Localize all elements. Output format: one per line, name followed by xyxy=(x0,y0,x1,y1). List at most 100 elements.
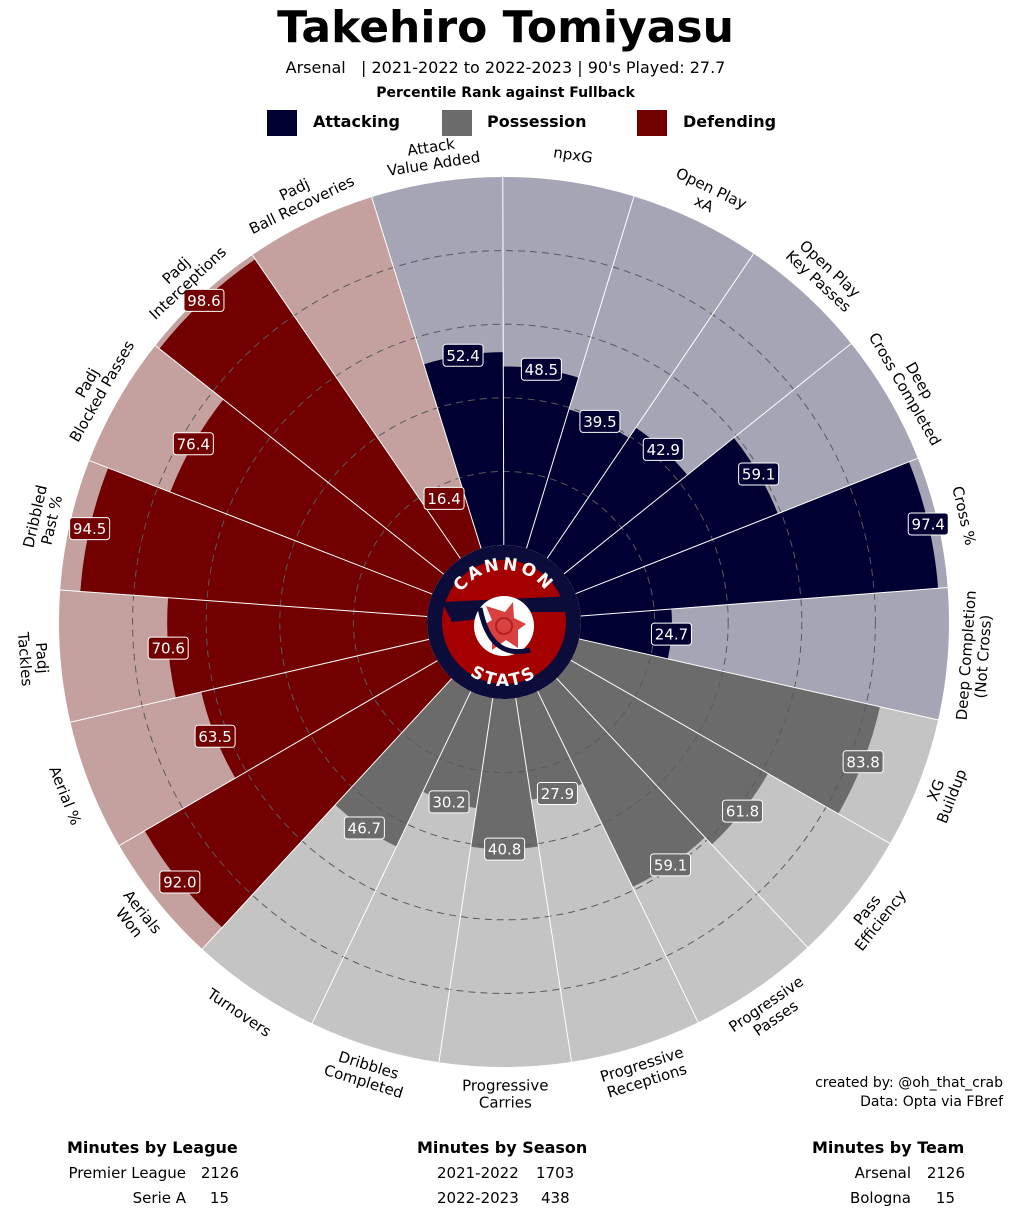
bar xyxy=(515,691,583,800)
value-labels: 52.4 48.5 39.5 42.9 59.1 97.4 24.7 83.8 61.8 59.1… xyxy=(69,288,949,894)
team-name: Bologna xyxy=(849,1189,911,1207)
legend-title: Percentile Rank against Fullback xyxy=(376,85,635,101)
bar xyxy=(335,678,471,847)
value-label: 27.9 xyxy=(541,785,574,803)
cannon-wheel-icon xyxy=(477,607,531,655)
league-name: Premier League xyxy=(68,1164,186,1182)
credit-author: created by: @oh_that_crab xyxy=(815,1075,1003,1091)
team-name: Arsenal xyxy=(854,1164,911,1182)
league-minutes: 15 xyxy=(209,1189,229,1207)
target-icon xyxy=(495,617,513,635)
separator-line xyxy=(311,691,472,1024)
category-label: AttackValue Added xyxy=(383,131,481,180)
page-title: Takehiro Tomiyasu xyxy=(277,2,734,53)
value-label: 48.5 xyxy=(525,361,558,379)
value-label-box xyxy=(520,357,562,381)
separator-line xyxy=(515,698,573,1062)
value-label: 83.8 xyxy=(846,753,879,771)
separator-line xyxy=(201,678,453,950)
separator-line xyxy=(502,177,505,546)
bar xyxy=(575,461,939,617)
bar xyxy=(579,608,672,659)
background-wedge xyxy=(252,197,482,559)
bar xyxy=(547,427,688,574)
bar xyxy=(503,366,579,549)
category-label: Aerial % xyxy=(45,764,85,828)
separator-line xyxy=(118,660,438,846)
category-label: Cross % xyxy=(948,484,979,547)
value-label: 39.5 xyxy=(583,413,616,431)
category-label: npxG xyxy=(552,143,594,167)
bar xyxy=(556,660,769,845)
separator-line xyxy=(89,460,433,595)
value-label-box xyxy=(172,432,214,456)
legend-label-attacking: Attacking xyxy=(313,112,400,131)
table-title-league: Minutes by League xyxy=(67,1138,238,1157)
legend-swatch-possession xyxy=(442,110,472,136)
value-label-box xyxy=(69,517,111,541)
value-label-box xyxy=(536,782,578,806)
value-label: 59.1 xyxy=(742,466,775,484)
separator-line xyxy=(537,691,699,1023)
table-title-team: Minutes by Team xyxy=(812,1138,965,1157)
separator-line xyxy=(580,587,948,617)
value-label-box xyxy=(642,437,684,461)
value-label-box xyxy=(907,512,949,536)
bar xyxy=(537,678,705,887)
bar xyxy=(201,639,438,779)
bar xyxy=(570,638,880,814)
value-label: 92.0 xyxy=(163,873,196,891)
bar xyxy=(526,409,629,559)
separator-line xyxy=(556,677,808,948)
subtitle: Arsenal | 2021-2022 to 2022-2023 | 90's … xyxy=(285,58,726,77)
bar xyxy=(470,698,539,850)
value-label-box xyxy=(147,636,189,660)
season-name: 2021-2022 xyxy=(437,1164,519,1182)
value-label-box xyxy=(183,288,225,312)
category-label: DribbledPast % xyxy=(19,483,67,553)
value-label: 24.7 xyxy=(655,626,688,644)
value-label: 97.4 xyxy=(912,515,945,533)
category-label: PadjTackles xyxy=(14,629,53,687)
value-label-box xyxy=(650,622,692,646)
separator-line xyxy=(570,659,891,844)
value-label-box xyxy=(650,853,692,877)
league-minutes: 2126 xyxy=(200,1164,239,1182)
legend-swatch-attacking xyxy=(267,110,297,136)
bar xyxy=(144,660,452,928)
category-label: DribblesCompleted xyxy=(322,1045,410,1102)
value-label-box xyxy=(738,462,780,486)
value-label: 70.6 xyxy=(152,640,185,658)
value-label-box xyxy=(484,837,526,861)
value-label: 40.8 xyxy=(488,841,521,859)
value-label: 59.1 xyxy=(654,856,687,874)
season-minutes: 1703 xyxy=(536,1164,575,1182)
separator-line xyxy=(438,698,494,1063)
table-title-season: Minutes by Season xyxy=(417,1138,588,1157)
value-label-box xyxy=(423,486,465,510)
separator-line xyxy=(579,638,939,721)
category-label: Progressive Carries xyxy=(462,1076,548,1111)
bar xyxy=(422,691,493,809)
league-name: Serie A xyxy=(132,1189,186,1207)
separator-line xyxy=(70,638,430,723)
team-minutes: 15 xyxy=(935,1189,955,1207)
separator-line xyxy=(155,345,444,575)
separator-line xyxy=(575,457,918,595)
legend-swatch-defending xyxy=(637,110,667,136)
separator-line xyxy=(546,253,755,559)
legend-label-possession: Possession xyxy=(487,112,587,131)
bar xyxy=(564,437,778,594)
value-label: 98.6 xyxy=(187,292,220,310)
value-label-box xyxy=(442,343,484,367)
value-label-box xyxy=(842,750,884,774)
value-label: 16.4 xyxy=(427,490,460,508)
category-label: Deep Completion(Not Cross) xyxy=(953,590,997,722)
grid-ring xyxy=(205,323,803,921)
value-bars xyxy=(80,259,939,928)
value-label-box xyxy=(159,870,201,894)
bar xyxy=(170,399,444,595)
team-minutes: 2126 xyxy=(926,1164,965,1182)
bar xyxy=(80,467,433,617)
